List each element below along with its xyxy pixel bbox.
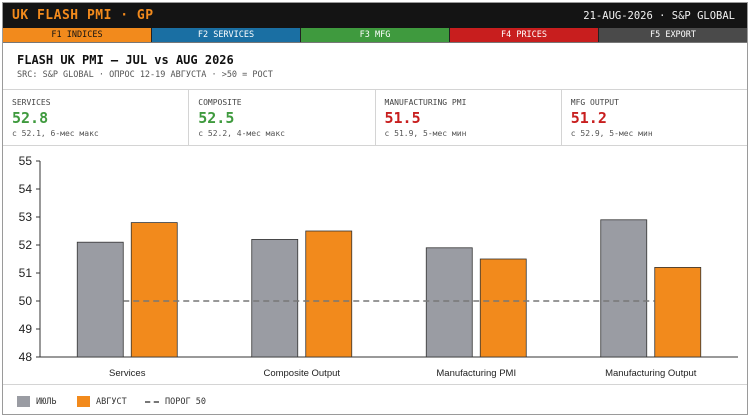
app-title: UK FLASH PMI · GP	[12, 8, 154, 23]
legend-threshold: ПОРОГ 50	[145, 396, 206, 407]
y-tick-label: 51	[19, 266, 33, 280]
stat-services: SERVICES 52.8 с 52.1, 6-мес макс	[3, 90, 190, 145]
title-bar: UK FLASH PMI · GP 21-AUG-2026 · S&P GLOB…	[3, 3, 747, 28]
panel-title: FLASH UK PMI — JUL vs AUG 2026	[17, 53, 234, 67]
y-tick-label: 50	[19, 294, 33, 308]
y-tick-label: 48	[19, 350, 33, 364]
fkey-export[interactable]: F5 EXPORT	[599, 28, 747, 42]
x-tick-label: Composite Output	[263, 368, 340, 379]
x-tick-label: Services	[109, 368, 146, 379]
fkey-services[interactable]: F2 SERVICES	[152, 28, 301, 42]
pmi-bar-chart: 48 49 50 51 52 53 54 55 Services Composite Output…	[3, 148, 747, 384]
stat-note: с 52.9, 5-мес мин	[570, 129, 653, 138]
bar-july	[600, 219, 648, 358]
panel-subtitle: SRC: S&P GLOBAL · ОПРОС 12-19 АВГУСТА · …	[17, 70, 273, 80]
chart-legend: ИЮЛЬ АВГУСТ ПОРОГ 50	[3, 384, 747, 415]
stat-label: MFG OUTPUT	[570, 98, 619, 107]
legend-label-threshold: ПОРОГ 50	[165, 396, 206, 407]
fkey-indices[interactable]: F1 INDICES	[3, 28, 152, 42]
bar-july	[425, 247, 473, 358]
panel-header: FLASH UK PMI — JUL vs AUG 2026 SRC: S&P …	[3, 44, 747, 90]
legend-label-august: АВГУСТ	[96, 396, 127, 407]
stat-label: MANUFACTURING PMI	[384, 98, 467, 107]
bar-august	[305, 230, 353, 358]
legend-swatch-july	[17, 396, 30, 407]
stat-label: SERVICES	[12, 98, 51, 107]
bar-august	[654, 267, 702, 358]
date-source-status: 21-AUG-2026 · S&P GLOBAL	[583, 10, 735, 22]
legend-august: АВГУСТ	[77, 396, 127, 407]
stat-value: 52.8	[12, 109, 49, 127]
legend-swatch-august	[77, 396, 90, 407]
stat-note: с 51.9, 5-мес мин	[384, 129, 467, 138]
stat-value: 51.5	[384, 109, 421, 127]
bar-august	[479, 258, 527, 358]
y-tick-label: 55	[19, 154, 33, 168]
stat-mfg-output: MFG OUTPUT 51.2 с 52.9, 5-мес мин	[562, 90, 747, 145]
y-tick-label: 53	[19, 210, 33, 224]
stat-value: 52.5	[198, 109, 235, 127]
bar-august	[130, 222, 178, 358]
stat-manufacturing-pmi: MANUFACTURING PMI 51.5 с 51.9, 5-мес мин	[376, 90, 562, 145]
fkey-mfg[interactable]: F3 MFG	[301, 28, 450, 42]
x-tick-label: Manufacturing Output	[605, 368, 697, 379]
stat-value: 51.2	[570, 109, 607, 127]
stat-label: COMPOSITE	[198, 98, 242, 107]
chart-canvas: 48 49 50 51 52 53 54 55 Services Composite Output…	[19, 154, 738, 379]
function-key-bar: F1 INDICES F2 SERVICES F3 MFG F4 PRICES …	[3, 28, 747, 43]
bar-july	[76, 241, 124, 358]
stats-row: SERVICES 52.8 с 52.1, 6-мес макс COMPOSI…	[3, 90, 747, 146]
legend-label-july: ИЮЛЬ	[36, 396, 57, 407]
y-tick-label: 52	[19, 238, 33, 252]
stat-note: с 52.2, 4-мес макс	[198, 129, 285, 138]
bar-july	[251, 239, 299, 358]
stat-composite: COMPOSITE 52.5 с 52.2, 4-мес макс	[189, 90, 376, 145]
stat-note: с 52.1, 6-мес макс	[12, 129, 99, 138]
x-tick-label: Manufacturing PMI	[436, 368, 516, 379]
y-tick-label: 54	[19, 182, 33, 196]
legend-july: ИЮЛЬ	[17, 396, 56, 407]
legend-dash-icon	[145, 400, 159, 403]
fkey-prices[interactable]: F4 PRICES	[450, 28, 599, 42]
y-tick-label: 49	[19, 322, 33, 336]
